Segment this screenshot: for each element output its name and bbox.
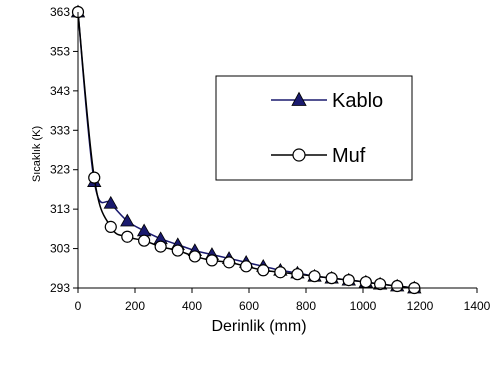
data-point-muf bbox=[222, 256, 236, 269]
y-tick-label: 303 bbox=[50, 242, 70, 256]
data-point-muf bbox=[325, 272, 338, 285]
y-tick-label: 353 bbox=[50, 44, 70, 58]
data-point-muf bbox=[121, 230, 134, 243]
data-point-muf bbox=[171, 244, 184, 257]
y-tick-label: 293 bbox=[50, 281, 70, 295]
data-point-muf bbox=[308, 270, 321, 283]
x-tick-label: 800 bbox=[296, 299, 316, 313]
x-tick-label: 1000 bbox=[350, 299, 377, 313]
legend-kablo-label: Kablo bbox=[332, 90, 383, 112]
data-point-muf bbox=[374, 277, 387, 291]
x-tick-label: 600 bbox=[239, 299, 259, 313]
data-point-muf bbox=[342, 274, 355, 287]
data-point-muf bbox=[154, 240, 167, 253]
x-axis-label: Derinlik (mm) bbox=[211, 318, 306, 335]
y-tick-label: 363 bbox=[50, 5, 70, 19]
data-point-muf bbox=[188, 250, 201, 263]
legend-box bbox=[215, 75, 413, 181]
legend-item-muf: Muf bbox=[271, 145, 366, 167]
y-tick-label: 313 bbox=[50, 202, 70, 216]
y-tick-label: 343 bbox=[50, 84, 70, 98]
x-tick-label: 400 bbox=[182, 299, 202, 313]
x-tick-label: 0 bbox=[75, 299, 82, 313]
legend-kablo-marker-icon bbox=[291, 91, 307, 106]
data-point-muf bbox=[391, 279, 404, 293]
data-point-muf bbox=[240, 260, 253, 273]
data-point-muf bbox=[138, 234, 151, 247]
data-point-muf bbox=[205, 254, 219, 267]
y-tick-label: 333 bbox=[50, 123, 70, 137]
data-point-muf bbox=[88, 171, 101, 184]
data-point-kablo bbox=[136, 223, 152, 237]
y-tick-label: 323 bbox=[50, 163, 70, 177]
data-point-kablo bbox=[103, 195, 118, 209]
data-point-muf bbox=[257, 264, 270, 277]
data-point-muf bbox=[359, 275, 372, 289]
legend: Kablo Muf bbox=[215, 75, 413, 181]
legend-item-kablo: Kablo bbox=[271, 90, 383, 112]
data-point-muf bbox=[274, 266, 287, 279]
x-axis-ticks: 0 200 400 600 800 1000 1200 1400 bbox=[75, 288, 491, 313]
x-tick-label: 1400 bbox=[464, 299, 491, 313]
x-tick-label: 1200 bbox=[407, 299, 434, 313]
legend-muf-marker-icon bbox=[292, 148, 306, 162]
y-axis-ticks: 293 303 313 323 333 343 353 363 bbox=[50, 5, 78, 295]
data-point-muf bbox=[104, 220, 117, 233]
legend-muf-label: Muf bbox=[332, 145, 366, 167]
data-point-kablo bbox=[120, 213, 135, 227]
y-axis-label: Sıcaklık (K) bbox=[31, 126, 43, 182]
x-tick-label: 200 bbox=[125, 299, 145, 313]
data-point-muf bbox=[291, 268, 304, 281]
